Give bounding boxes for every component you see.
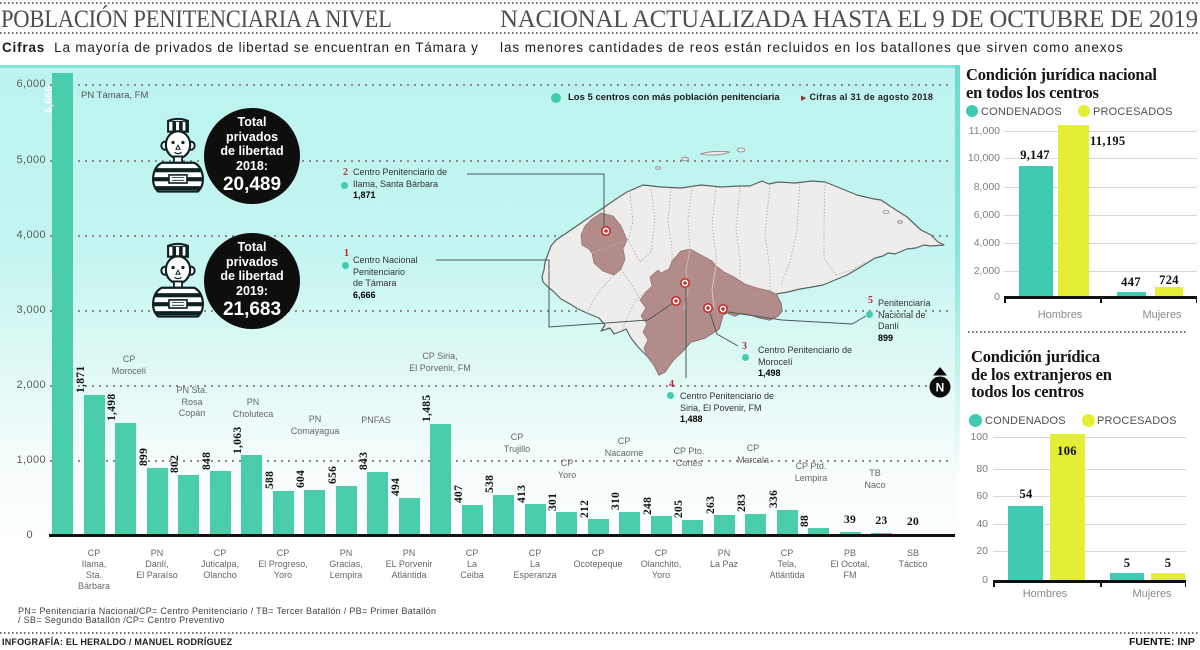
svg-text:N: N — [936, 381, 945, 395]
